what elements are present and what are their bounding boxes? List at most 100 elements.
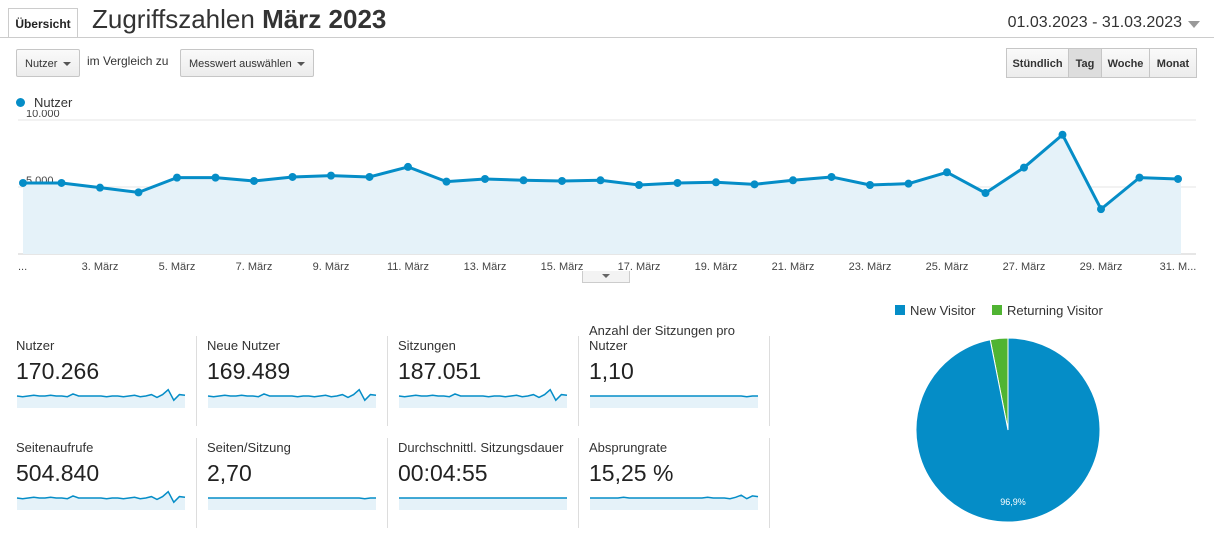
sparkline-area	[399, 498, 567, 510]
data-point	[1020, 163, 1028, 172]
data-point	[866, 180, 874, 189]
x-tick-label: ...	[18, 261, 27, 273]
date-range-picker[interactable]: 01.03.2023 - 31.03.2023	[1007, 14, 1182, 31]
series-area-nutzer	[23, 134, 1181, 254]
data-point	[1135, 173, 1144, 182]
sparkline-area	[17, 389, 185, 408]
x-tick-label: 27. März	[1003, 261, 1046, 273]
compare-metric-select[interactable]: Messwert auswählen	[180, 49, 314, 77]
metric-card[interactable]: Seitenaufrufe 504.840	[16, 440, 188, 512]
data-point	[404, 162, 412, 171]
pie-slice-label: 96,9%	[1000, 497, 1026, 507]
legend-label-nutzer[interactable]: Nutzer	[34, 95, 73, 110]
sparkline-line	[590, 494, 759, 500]
metric-card[interactable]: Sitzungen 187.051	[398, 338, 570, 410]
collapse-chart-handle[interactable]	[582, 271, 630, 283]
legend-label-new-visitor[interactable]: New Visitor	[910, 303, 976, 318]
metric-value: 15,25 %	[589, 460, 674, 486]
chevron-down-icon[interactable]	[1188, 21, 1200, 28]
data-point	[250, 176, 258, 185]
pie-slice-new-visitor	[915, 337, 1101, 523]
x-tick-label: 9. März	[313, 261, 350, 273]
metric-label: Seiten/Sitzung	[207, 440, 291, 455]
sparkline-line	[208, 497, 376, 500]
granularity-day-button[interactable]: Tag	[1068, 48, 1102, 78]
caret-down-icon	[297, 62, 305, 66]
legend-label-returning-visitor[interactable]: Returning Visitor	[1007, 303, 1103, 318]
data-point	[327, 171, 335, 180]
x-tick-label: 13. März	[464, 261, 507, 273]
data-point	[519, 176, 528, 185]
metric-label: Seitenaufrufe	[16, 440, 94, 455]
metric-sparkline	[398, 388, 568, 408]
metric-value: 504.840	[16, 460, 100, 486]
data-point	[134, 188, 143, 197]
compare-select-value: Messwert auswählen	[189, 58, 292, 70]
metric-sparkline	[208, 497, 376, 510]
metric-value: 170.266	[16, 358, 100, 384]
x-tick-label: 11. März	[387, 261, 429, 273]
visitor-pie-chart: 96,9%	[915, 337, 1101, 523]
metric-divider	[387, 438, 388, 528]
granularity-hourly-button[interactable]: Stündlich	[1006, 48, 1069, 78]
metric-sparkline	[399, 497, 567, 510]
data-point	[365, 172, 374, 181]
metric-label: Anzahl der Sitzungen pro Nutzer	[589, 323, 735, 353]
metric-card[interactable]: Anzahl der Sitzungen pro Nutzer 1,10	[589, 323, 761, 410]
x-tick-label: 31. M...	[1160, 261, 1197, 273]
header-divider	[0, 37, 1214, 38]
x-tick-label: 21. März	[772, 261, 815, 273]
data-point	[635, 180, 643, 189]
metric-divider	[196, 336, 197, 426]
data-point	[442, 177, 451, 186]
metric-card[interactable]: Nutzer 170.266	[16, 338, 188, 410]
data-point	[904, 179, 913, 188]
metric-select[interactable]: Nutzer	[16, 49, 80, 77]
metric-value: 2,70	[207, 460, 252, 486]
legend-swatch-new-visitor	[895, 305, 905, 315]
metric-card[interactable]: Neue Nutzer 169.489	[207, 338, 379, 410]
tab-overview[interactable]: Übersicht	[8, 8, 78, 38]
metric-card[interactable]: Durchschnittl. Sitzungsdauer 00:04:55	[398, 440, 570, 512]
data-point	[19, 178, 27, 187]
metric-label: Nutzer	[16, 338, 55, 353]
x-tick-label: 17. März	[618, 261, 661, 273]
x-tick-label: 23. März	[849, 261, 892, 273]
metric-divider	[578, 438, 579, 528]
metric-select-value: Nutzer	[25, 58, 58, 70]
x-tick-label: 5. März	[159, 261, 196, 273]
legend-swatch-returning-visitor	[992, 305, 1002, 315]
caret-down-icon	[63, 62, 71, 66]
metric-card[interactable]: Seiten/Sitzung 2,70	[207, 440, 379, 512]
sparkline-line	[16, 388, 186, 402]
granularity-month-button[interactable]: Monat	[1149, 48, 1197, 78]
metric-value: 1,10	[589, 358, 634, 384]
sparkline-line	[590, 395, 758, 398]
metric-sparkline	[207, 388, 377, 408]
metric-divider	[769, 336, 770, 426]
data-point	[558, 176, 566, 185]
sparkline-line	[16, 490, 186, 504]
metric-card[interactable]: Absprungrate 15,25 %	[589, 440, 761, 512]
x-tick-label: 3. März	[82, 261, 119, 273]
metric-label: Absprungrate	[589, 440, 668, 455]
data-point	[1174, 174, 1182, 183]
sparkline-area	[590, 495, 758, 510]
metric-sparkline	[16, 490, 186, 510]
data-point	[1097, 205, 1105, 214]
granularity-week-button[interactable]: Woche	[1101, 48, 1150, 78]
data-point	[981, 189, 990, 198]
x-tick-label: 15. März	[541, 261, 584, 273]
y-tick-label: 10.000	[26, 110, 60, 120]
metric-sparkline	[590, 395, 758, 408]
metric-value: 169.489	[207, 358, 291, 384]
metric-divider	[578, 336, 579, 426]
metric-value: 00:04:55	[398, 460, 488, 486]
metric-divider	[196, 438, 197, 528]
data-point	[673, 178, 682, 187]
data-point	[481, 174, 489, 183]
x-tick-label: 25. März	[926, 261, 969, 273]
metric-value: 187.051	[398, 358, 482, 384]
metric-sparkline	[590, 494, 759, 510]
metric-divider	[769, 438, 770, 528]
